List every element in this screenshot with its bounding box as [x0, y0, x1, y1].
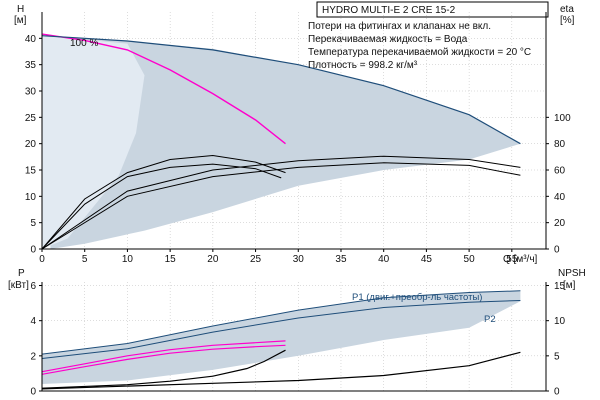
eta-curve	[41, 163, 282, 250]
power-axes: 0 2 4 6 0 5 10 15	[30, 281, 565, 397]
eta-curve	[41, 154, 286, 250]
x-tick-label: 25	[250, 254, 262, 265]
power-npsh-panel: 0 2 4 6 0 5 10 15 P [кВт] NPSH [м] P1 (двиг.+пр…	[8, 268, 586, 398]
annotation-line-3: Температура перекачиваемой жидкости = 20…	[308, 47, 531, 58]
y-tick-label-right: 20	[554, 218, 566, 229]
legend-label-p1: P1 (двиг.+преобр-ль частоты)	[352, 292, 482, 303]
y-axis-label-left: H	[17, 4, 24, 15]
y-tick-label-left: 25	[25, 113, 37, 124]
y-axis-label-right-bottom: NPSH	[558, 268, 586, 279]
legend-label-p2: P2	[484, 314, 496, 325]
y-tick-label-right: 0	[554, 387, 560, 398]
head-curve-max	[41, 35, 521, 145]
x-tick-label: 55	[506, 254, 518, 265]
y-axis-unit-left: [м]	[14, 15, 27, 26]
y-tick-label-right: 15	[554, 281, 566, 292]
y-tick-label-left: 4	[30, 316, 36, 327]
x-tick-label: 15	[165, 254, 177, 265]
head-efficiency-panel: HYDRO MULTI-E 2 CRE 15-2 0 5 10 15 20 25 30 35 4…	[14, 1, 575, 265]
x-tick-label: 10	[122, 254, 134, 265]
head-axes: 0 5 10 15 20 25 30 35 40 45 50 55 0 5 10 15 20 25 30 35 40 0 2…	[25, 12, 571, 265]
annotation-line-4: Плотность = 998.2 кг/м³	[308, 60, 418, 71]
power-curve-100-percent	[41, 340, 286, 373]
y-axis-unit-right-bottom: [м]	[563, 280, 576, 291]
npsh-curve	[41, 349, 286, 389]
eta-curve	[41, 162, 521, 250]
y-tick-label-left: 20	[25, 139, 37, 150]
y-tick-label-right: 40	[554, 192, 566, 203]
y-tick-label-left: 40	[25, 34, 37, 45]
x-tick-label: 40	[378, 254, 390, 265]
y-tick-label-right: 60	[554, 166, 566, 177]
y-tick-label-right: 0	[554, 245, 560, 256]
x-tick-label: 20	[207, 254, 219, 265]
y-tick-label-right: 5	[554, 351, 560, 362]
power-curve	[41, 300, 521, 359]
y-axis-label-right: eta	[560, 4, 574, 15]
y-tick-label-right: 80	[554, 139, 566, 150]
x-tick-label: 50	[464, 254, 476, 265]
y-tick-label-left: 15	[25, 166, 37, 177]
y-tick-label-left: 0	[30, 387, 36, 398]
power-operating-area	[42, 290, 521, 384]
x-tick-label: 35	[335, 254, 347, 265]
y-axis-unit-right: [%]	[560, 15, 575, 26]
chart-title: HYDRO MULTI-E 2 CRE 15-2	[322, 5, 456, 16]
head-curve-100-percent	[41, 33, 286, 145]
eta-curve	[41, 155, 521, 250]
power-curves	[41, 290, 521, 390]
head-operating-area	[42, 35, 521, 250]
y-tick-label-left: 6	[30, 281, 36, 292]
x-tick-label: 5	[82, 254, 88, 265]
x-tick-label: 0	[39, 254, 45, 265]
power-operating-area	[42, 290, 521, 384]
x-tick-label: 30	[293, 254, 305, 265]
y-axis-unit-left-bottom: [кВт]	[8, 280, 29, 291]
curve-label-100-percent: 100 %	[70, 38, 98, 49]
power-curve-100-percent	[41, 344, 286, 375]
y-tick-label-left: 10	[25, 192, 37, 203]
operating-area	[42, 35, 521, 250]
y-tick-label-right: 100	[554, 113, 571, 124]
operating-area-low-flow	[42, 35, 145, 250]
y-tick-label-left: 30	[25, 87, 37, 98]
y-tick-label-left: 5	[30, 218, 36, 229]
title-box	[316, 1, 549, 18]
head-curves	[41, 33, 521, 250]
y-axis-label-left-bottom: P	[18, 268, 25, 279]
x-axis-label: Q [м³/ч]	[503, 254, 538, 265]
npsh-curve	[41, 351, 521, 390]
y-tick-label-right: 10	[554, 316, 566, 327]
y-tick-label-left: 35	[25, 60, 37, 71]
annotation-line-2: Перекачиваемая жидкость = Вода	[308, 34, 468, 45]
annotation-line-1: Потери на фитингах и клапанах не вкл.	[308, 20, 491, 32]
y-tick-label-left: 0	[30, 245, 36, 256]
power-curve	[41, 290, 521, 355]
x-tick-label: 45	[421, 254, 433, 265]
y-tick-label-left: 2	[30, 351, 36, 362]
